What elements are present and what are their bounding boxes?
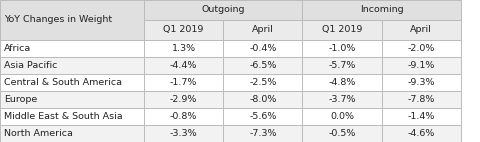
Bar bbox=[302, 74, 382, 91]
Text: Central & South America: Central & South America bbox=[4, 78, 122, 87]
Bar bbox=[0, 57, 144, 74]
Text: Africa: Africa bbox=[4, 44, 31, 53]
Bar bbox=[0, 40, 144, 57]
Text: North America: North America bbox=[4, 129, 72, 138]
Text: 1.3%: 1.3% bbox=[171, 44, 196, 53]
Text: -0.8%: -0.8% bbox=[170, 112, 197, 121]
Text: April: April bbox=[410, 25, 432, 34]
Bar bbox=[223, 40, 302, 57]
Bar bbox=[144, 20, 223, 40]
Text: -1.4%: -1.4% bbox=[408, 112, 435, 121]
Bar bbox=[144, 40, 223, 57]
Bar bbox=[302, 57, 382, 74]
Bar bbox=[144, 108, 223, 125]
Text: -9.1%: -9.1% bbox=[408, 61, 435, 70]
Text: -2.5%: -2.5% bbox=[249, 78, 276, 87]
Bar bbox=[302, 108, 382, 125]
Text: -4.4%: -4.4% bbox=[170, 61, 197, 70]
Text: 0.0%: 0.0% bbox=[330, 112, 354, 121]
Text: -8.0%: -8.0% bbox=[249, 95, 276, 104]
Text: -1.7%: -1.7% bbox=[170, 78, 197, 87]
Bar bbox=[223, 57, 302, 74]
Text: -5.6%: -5.6% bbox=[249, 112, 276, 121]
Bar bbox=[223, 108, 302, 125]
Text: Asia Pacific: Asia Pacific bbox=[4, 61, 57, 70]
Bar bbox=[144, 91, 223, 108]
Bar bbox=[0, 125, 144, 142]
Bar bbox=[382, 108, 461, 125]
Text: -4.6%: -4.6% bbox=[408, 129, 435, 138]
Bar bbox=[382, 20, 461, 40]
Text: April: April bbox=[252, 25, 274, 34]
Text: -7.8%: -7.8% bbox=[408, 95, 435, 104]
Bar bbox=[144, 57, 223, 74]
Bar bbox=[302, 125, 382, 142]
Bar bbox=[0, 108, 144, 125]
Bar bbox=[382, 125, 461, 142]
Text: -4.8%: -4.8% bbox=[328, 78, 356, 87]
Text: Incoming: Incoming bbox=[360, 5, 403, 14]
Bar bbox=[144, 125, 223, 142]
Text: -3.7%: -3.7% bbox=[328, 95, 356, 104]
Bar bbox=[223, 125, 302, 142]
Bar bbox=[382, 57, 461, 74]
Bar bbox=[382, 74, 461, 91]
Text: -5.7%: -5.7% bbox=[328, 61, 356, 70]
Bar bbox=[302, 20, 382, 40]
Text: Europe: Europe bbox=[4, 95, 37, 104]
Text: Outgoing: Outgoing bbox=[202, 5, 245, 14]
Text: -2.0%: -2.0% bbox=[408, 44, 435, 53]
Text: -9.3%: -9.3% bbox=[408, 78, 435, 87]
Bar bbox=[144, 74, 223, 91]
Bar bbox=[302, 91, 382, 108]
Bar bbox=[0, 74, 144, 91]
Text: -2.9%: -2.9% bbox=[170, 95, 197, 104]
Bar bbox=[223, 20, 302, 40]
Text: Middle East & South Asia: Middle East & South Asia bbox=[4, 112, 122, 121]
Bar bbox=[382, 40, 461, 57]
Bar bbox=[302, 40, 382, 57]
Text: -0.5%: -0.5% bbox=[328, 129, 356, 138]
Bar bbox=[302, 0, 461, 20]
Text: -0.4%: -0.4% bbox=[249, 44, 276, 53]
Bar bbox=[223, 74, 302, 91]
Text: -3.3%: -3.3% bbox=[170, 129, 197, 138]
Bar bbox=[0, 91, 144, 108]
Text: Q1 2019: Q1 2019 bbox=[322, 25, 362, 34]
Text: Q1 2019: Q1 2019 bbox=[163, 25, 204, 34]
Text: YoY Changes in Weight: YoY Changes in Weight bbox=[4, 15, 112, 24]
Text: -7.3%: -7.3% bbox=[249, 129, 276, 138]
Text: -1.0%: -1.0% bbox=[328, 44, 356, 53]
Bar bbox=[223, 91, 302, 108]
Bar bbox=[382, 91, 461, 108]
Text: -6.5%: -6.5% bbox=[249, 61, 276, 70]
Bar bbox=[0, 0, 144, 40]
Bar bbox=[144, 0, 302, 20]
